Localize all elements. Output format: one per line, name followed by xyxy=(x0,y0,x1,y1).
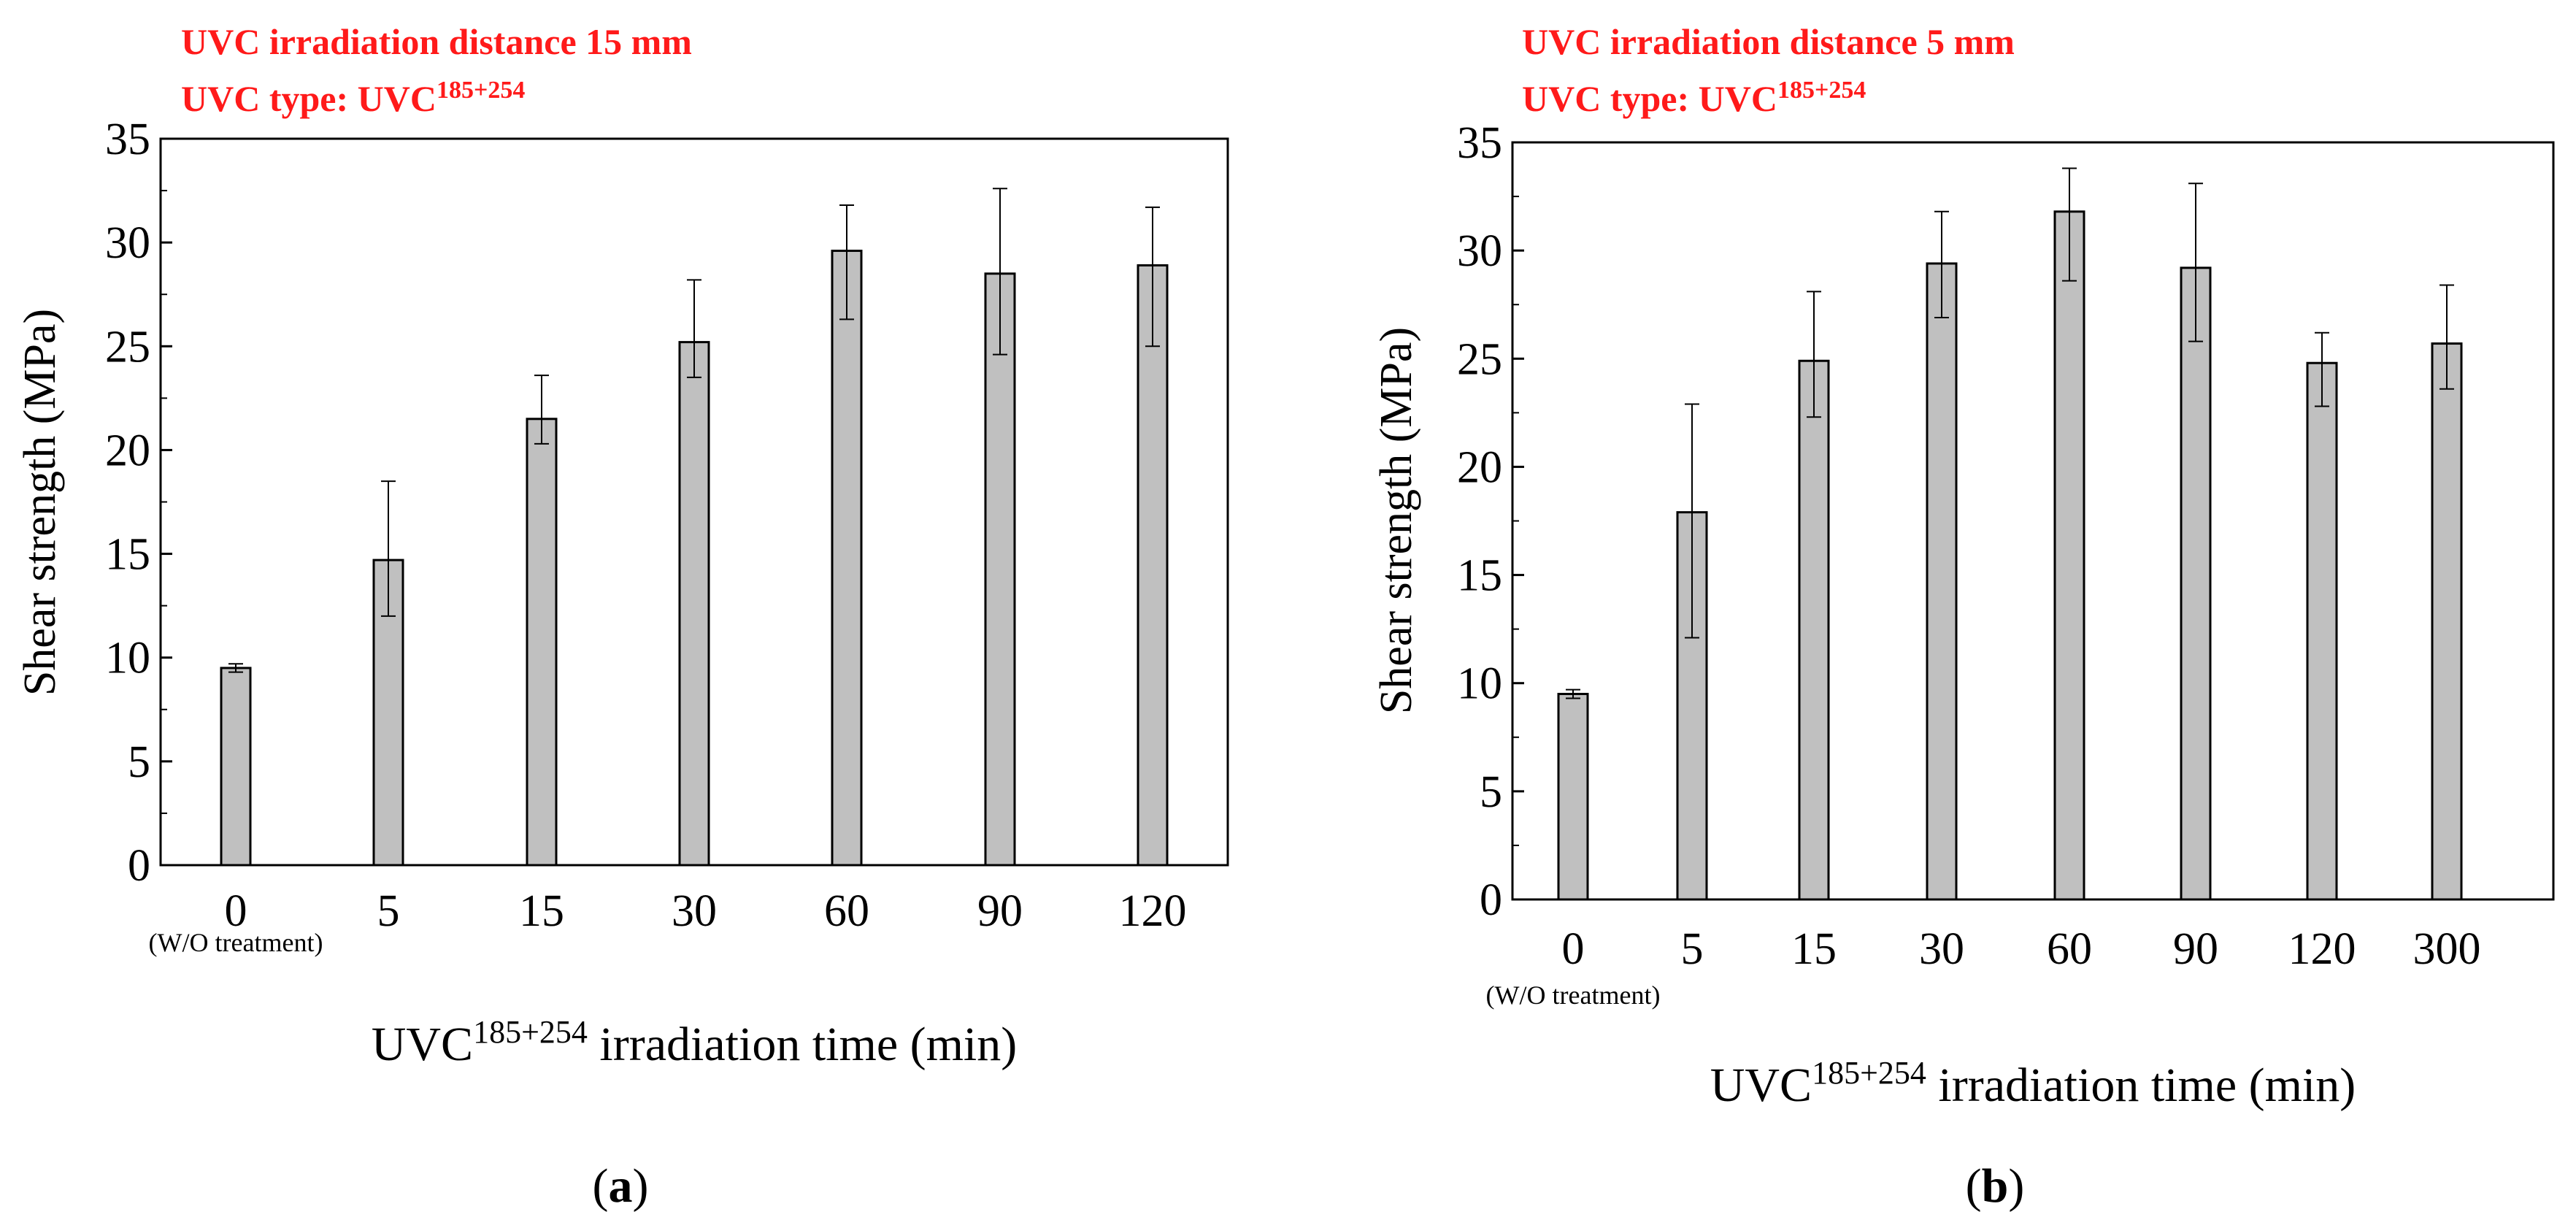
chart-b-xlabel-prefix: UVC xyxy=(1710,1059,1812,1112)
chart-a-xlabel-prefix: UVC xyxy=(372,1018,473,1071)
chart-b-xtick-label: 15 xyxy=(1791,924,1837,974)
chart-b-xtick-label: 60 xyxy=(2047,924,2092,974)
chart-b-ytick-label: 20 xyxy=(1457,442,1502,492)
chart-b-bar xyxy=(1926,262,1958,901)
chart-a-xtick-label: 120 xyxy=(1119,886,1187,936)
chart-b-plot-frame xyxy=(1511,141,2555,901)
chart-b-bar xyxy=(2306,361,2338,901)
chart-b-xlabel: UVC185+254 irradiation time (min) xyxy=(1710,1055,2356,1112)
chart-a-bars xyxy=(220,188,1169,867)
chart-a-xtick-label: 15 xyxy=(519,886,564,936)
chart-b-ytick-label: 10 xyxy=(1457,659,1502,709)
chart-a-xlabel-suffix: irradiation time (min) xyxy=(588,1018,1017,1071)
chart-a-xlabel-sup: 185+254 xyxy=(473,1014,588,1050)
chart-a-xtick-label: 90 xyxy=(977,886,1023,936)
chart-b-panel-letter: b xyxy=(1982,1159,2009,1213)
chart-a-title-line2-prefix: UVC type: UVC xyxy=(181,78,437,119)
chart-b-y-axis: 0 5 10 15 20 25 30 35 xyxy=(1457,118,1524,925)
chart-b-bar xyxy=(2431,342,2463,901)
chart-b-xtick-label: 5 xyxy=(1681,924,1704,974)
chart-a-bar xyxy=(831,250,863,867)
chart-a-panel-label: (a) xyxy=(593,1159,649,1213)
chart-a-bar xyxy=(984,272,1016,867)
chart-b-xtick-label: 30 xyxy=(1919,924,1964,974)
chart-a-bar xyxy=(220,667,252,867)
chart-a-xtick-label: 5 xyxy=(377,886,400,936)
chart-b-xtick-label: 120 xyxy=(2288,924,2356,974)
chart-a-title-line2-sup: 185+254 xyxy=(437,77,525,104)
chart-b-xtick-label: 0 xyxy=(1562,924,1585,974)
chart-a-bar xyxy=(526,418,558,867)
chart-b-xlabel-suffix: irradiation time (min) xyxy=(1926,1059,2356,1112)
chart-a-x-ticks: 0 5 15 30 60 90 120 xyxy=(225,886,1187,936)
chart-a-ytick-label: 15 xyxy=(105,530,150,580)
chart-a-bar xyxy=(678,341,710,867)
chart-a-bar xyxy=(1137,264,1169,867)
chart-b-xlabel-sup: 185+254 xyxy=(1812,1055,1926,1091)
chart-b-ytick-label: 0 xyxy=(1480,875,1502,925)
chart-a-title-line2: UVC type: UVC185+254 xyxy=(181,77,525,119)
chart-a-ytick-label: 35 xyxy=(105,115,150,164)
chart-b-xtick-label: 300 xyxy=(2413,924,2481,974)
chart-a-xtick-label: 30 xyxy=(672,886,717,936)
chart-a-xtick-label: 60 xyxy=(824,886,869,936)
chart-b-ytick-label: 5 xyxy=(1480,767,1502,817)
chart-b-title-line1: UVC irradiation distance 5 mm xyxy=(1522,21,2015,62)
chart-a-ytick-label: 30 xyxy=(105,218,150,268)
chart-panel-a: UVC irradiation distance 15 mm UVC type:… xyxy=(15,21,1229,1213)
chart-a-ylabel: Shear strength (MPa) xyxy=(15,309,65,696)
chart-a-ytick-label: 20 xyxy=(105,426,150,475)
chart-b-ytick-label: 35 xyxy=(1457,118,1502,168)
chart-a-first-category-note: (W/O treatment) xyxy=(149,928,323,957)
chart-b-bar xyxy=(2180,266,2212,901)
chart-a-xtick-label: 0 xyxy=(225,886,247,936)
chart-a-ytick-label: 5 xyxy=(128,737,150,787)
chart-panel-b: UVC irradiation distance 5 mm UVC type: … xyxy=(1372,21,2555,1213)
chart-b-ytick-label: 30 xyxy=(1457,226,1502,276)
chart-b-ytick-label: 25 xyxy=(1457,334,1502,384)
chart-b-title-line2: UVC type: UVC185+254 xyxy=(1522,77,1866,119)
chart-b-ylabel: Shear strength (MPa) xyxy=(1372,327,1421,714)
chart-b-x-ticks: 0 5 15 30 60 90 120 300 xyxy=(1562,924,2481,974)
chart-a-ytick-label: 0 xyxy=(128,841,150,891)
chart-b-first-category-note: (W/O treatment) xyxy=(1486,981,1661,1010)
chart-b-bars xyxy=(1557,167,2463,901)
chart-b-xtick-label: 90 xyxy=(2173,924,2218,974)
chart-b-panel-label: (b) xyxy=(1966,1159,2025,1213)
chart-b-title-line2-prefix: UVC type: UVC xyxy=(1522,78,1777,119)
chart-b-title-line2-sup: 185+254 xyxy=(1777,77,1866,104)
chart-a-ytick-label: 10 xyxy=(105,634,150,683)
chart-b-bar xyxy=(1557,693,1589,901)
chart-b-bar xyxy=(1798,359,1830,901)
chart-b-ytick-label: 15 xyxy=(1457,551,1502,601)
chart-a-xlabel: UVC185+254 irradiation time (min) xyxy=(372,1014,1018,1071)
chart-a-y-axis: 0 5 10 15 20 25 30 35 xyxy=(105,115,172,891)
chart-a-title-line1: UVC irradiation distance 15 mm xyxy=(181,21,692,62)
chart-a-ytick-label: 25 xyxy=(105,322,150,372)
chart-b-bar xyxy=(2053,210,2085,901)
chart-a-panel-letter: a xyxy=(609,1159,633,1213)
